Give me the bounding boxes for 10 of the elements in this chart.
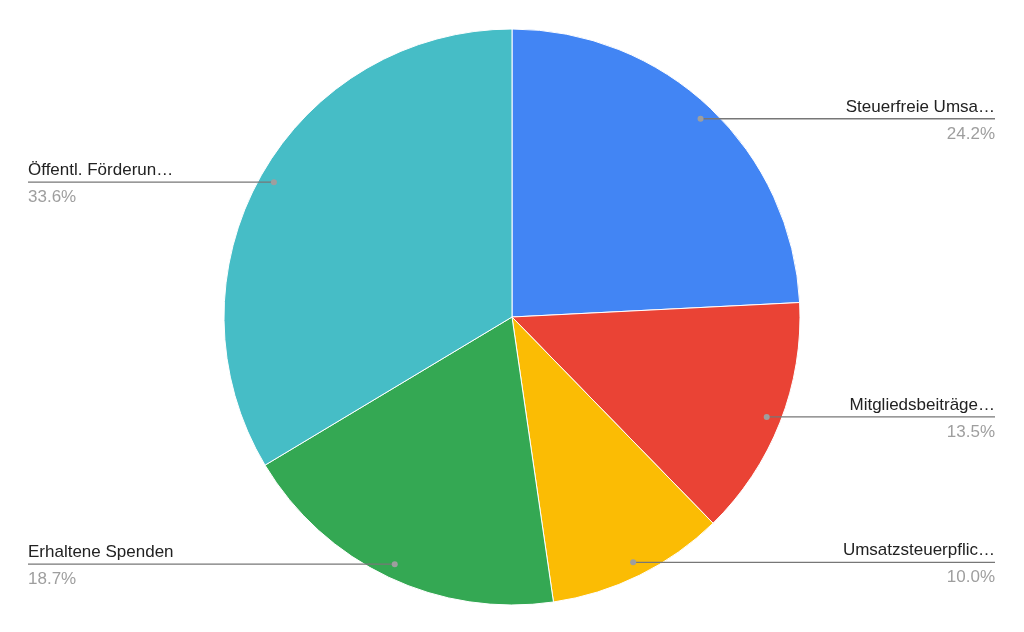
data-label: 10.0% bbox=[946, 567, 995, 587]
data-label: 18.7% bbox=[28, 569, 77, 589]
slice-label: Steuerfreie Umsa… bbox=[845, 96, 995, 116]
slice-label: Mitgliedsbeiträge… bbox=[849, 394, 995, 414]
data-label: 13.5% bbox=[946, 421, 995, 441]
data-label: 33.6% bbox=[28, 187, 77, 207]
slice-label: Umsatzsteuerpflic… bbox=[842, 540, 995, 560]
data-label: 24.2% bbox=[946, 123, 995, 143]
slice-label: Öffentl. Förderun… bbox=[28, 160, 174, 180]
slice-label: Erhaltene Spenden bbox=[28, 542, 174, 562]
